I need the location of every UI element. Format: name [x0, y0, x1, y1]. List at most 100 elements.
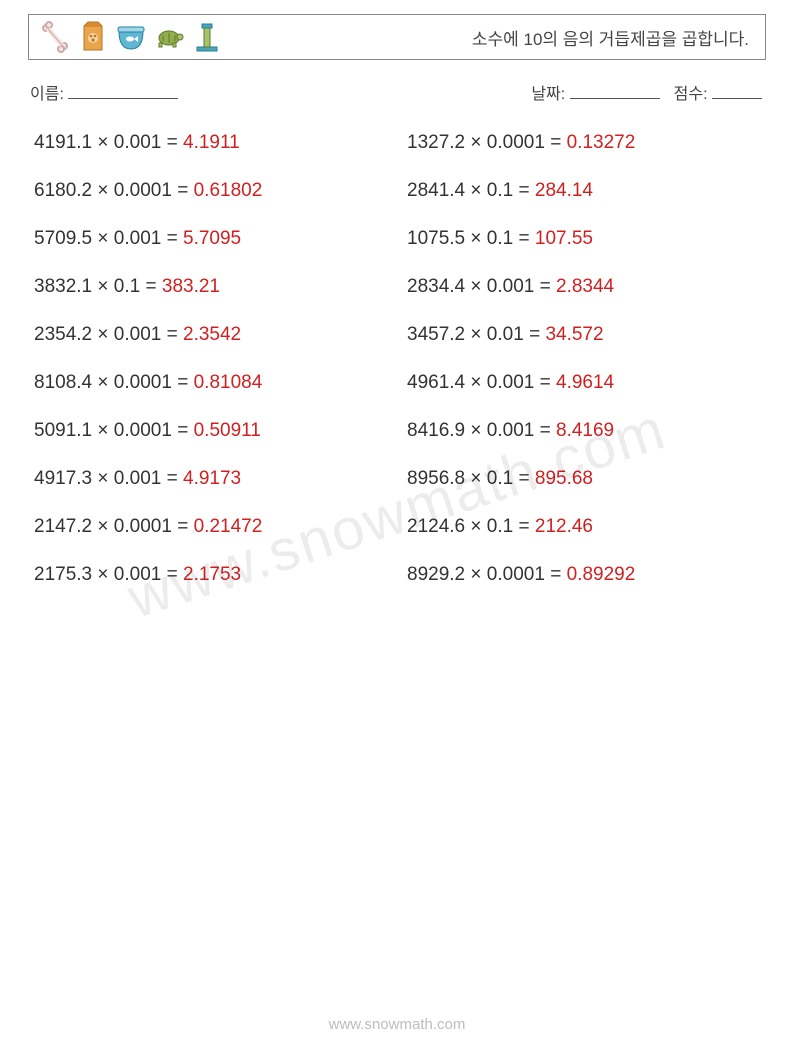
problem-row: 2175.3 × 0.001 = 2.1753	[34, 564, 387, 586]
operand-a: 3832.1	[34, 276, 92, 297]
problem-row: 8416.9 × 0.001 = 8.4169	[407, 420, 760, 442]
operand-b: 0.001	[487, 276, 535, 297]
operand-a: 1327.2	[407, 132, 465, 153]
turtle-icon	[153, 21, 185, 53]
operand-a: 4917.3	[34, 468, 92, 489]
problem-row: 8929.2 × 0.0001 = 0.89292	[407, 564, 760, 586]
problem-row: 1075.5 × 0.1 = 107.55	[407, 228, 760, 250]
operand-b: 0.001	[114, 468, 162, 489]
op-symbol: ×	[470, 180, 481, 201]
answer: 2.3542	[183, 324, 241, 345]
scratch-post-icon	[191, 21, 223, 53]
worksheet-page: 소수에 10의 음의 거듭제곱을 곱합니다. 이름: 날짜: 점수: 4191.…	[0, 0, 794, 1053]
op-symbol: ×	[97, 132, 108, 153]
operand-b: 0.1	[487, 180, 513, 201]
problem-row: 4917.3 × 0.001 = 4.9173	[34, 468, 387, 490]
operand-b: 0.0001	[487, 132, 545, 153]
problem-row: 2124.6 × 0.1 = 212.46	[407, 516, 760, 538]
operand-b: 0.0001	[114, 420, 172, 441]
operand-a: 3457.2	[407, 324, 465, 345]
name-label: 이름:	[30, 86, 64, 103]
problems-col-left: 4191.1 × 0.001 = 4.1911 6180.2 × 0.0001 =…	[34, 132, 387, 586]
operand-a: 6180.2	[34, 180, 92, 201]
eq-symbol: =	[540, 420, 551, 441]
score-blank[interactable]	[712, 82, 762, 99]
answer: 0.50911	[194, 420, 261, 441]
food-bag-icon	[77, 21, 109, 53]
answer: 284.14	[535, 180, 593, 201]
operand-a: 5709.5	[34, 228, 92, 249]
header-icons	[39, 21, 223, 53]
problem-row: 2147.2 × 0.0001 = 0.21472	[34, 516, 387, 538]
operand-b: 0.001	[114, 324, 162, 345]
operand-a: 8416.9	[407, 420, 465, 441]
answer: 895.68	[535, 468, 593, 489]
eq-symbol: =	[519, 228, 530, 249]
operand-a: 2147.2	[34, 516, 92, 537]
eq-symbol: =	[550, 132, 561, 153]
name-blank[interactable]	[68, 82, 178, 99]
eq-symbol: =	[550, 564, 561, 585]
eq-symbol: =	[177, 516, 188, 537]
op-symbol: ×	[97, 468, 108, 489]
op-symbol: ×	[470, 324, 481, 345]
meta-name: 이름:	[30, 80, 531, 104]
op-symbol: ×	[470, 372, 481, 393]
op-symbol: ×	[97, 564, 108, 585]
op-symbol: ×	[97, 324, 108, 345]
eq-symbol: =	[519, 516, 530, 537]
op-symbol: ×	[470, 516, 481, 537]
problem-row: 2841.4 × 0.1 = 284.14	[407, 180, 760, 202]
operand-b: 0.1	[487, 228, 513, 249]
op-symbol: ×	[470, 228, 481, 249]
operand-a: 2354.2	[34, 324, 92, 345]
eq-symbol: =	[167, 564, 178, 585]
answer: 5.7095	[183, 228, 241, 249]
header-box: 소수에 10의 음의 거듭제곱을 곱합니다.	[28, 14, 766, 60]
operand-a: 2175.3	[34, 564, 92, 585]
operand-b: 0.001	[114, 228, 162, 249]
problems-col-right: 1327.2 × 0.0001 = 0.13272 2841.4 × 0.1 = …	[407, 132, 760, 586]
operand-a: 4191.1	[34, 132, 92, 153]
meta-score: 점수:	[674, 80, 762, 104]
operand-a: 5091.1	[34, 420, 92, 441]
score-label: 점수:	[674, 86, 708, 103]
problem-row: 2354.2 × 0.001 = 2.3542	[34, 324, 387, 346]
answer: 107.55	[535, 228, 593, 249]
problem-row: 6180.2 × 0.0001 = 0.61802	[34, 180, 387, 202]
problem-row: 8108.4 × 0.0001 = 0.81084	[34, 372, 387, 394]
bone-icon	[39, 21, 71, 53]
problem-row: 8956.8 × 0.1 = 895.68	[407, 468, 760, 490]
eq-symbol: =	[529, 324, 540, 345]
eq-symbol: =	[177, 180, 188, 201]
date-blank[interactable]	[570, 82, 660, 99]
op-symbol: ×	[470, 468, 481, 489]
date-label: 날짜:	[531, 86, 565, 103]
eq-symbol: =	[540, 372, 551, 393]
problem-row: 3832.1 × 0.1 = 383.21	[34, 276, 387, 298]
op-symbol: ×	[97, 516, 108, 537]
eq-symbol: =	[519, 180, 530, 201]
answer: 4.9614	[556, 372, 614, 393]
problem-row: 5091.1 × 0.0001 = 0.50911	[34, 420, 387, 442]
answer: 0.13272	[567, 132, 636, 153]
operand-b: 0.0001	[114, 372, 172, 393]
problem-row: 4191.1 × 0.001 = 4.1911	[34, 132, 387, 154]
op-symbol: ×	[97, 276, 108, 297]
problem-row: 4961.4 × 0.001 = 4.9614	[407, 372, 760, 394]
operand-a: 2124.6	[407, 516, 465, 537]
op-symbol: ×	[97, 180, 108, 201]
eq-symbol: =	[167, 132, 178, 153]
problems-area: 4191.1 × 0.001 = 4.1911 6180.2 × 0.0001 =…	[28, 132, 766, 586]
operand-b: 0.1	[487, 468, 513, 489]
worksheet-title: 소수에 10의 음의 거듭제곱을 곱합니다.	[472, 25, 755, 50]
answer: 0.61802	[194, 180, 263, 201]
problem-row: 3457.2 × 0.01 = 34.572	[407, 324, 760, 346]
answer: 2.8344	[556, 276, 614, 297]
operand-b: 0.001	[114, 132, 162, 153]
meta-date: 날짜:	[531, 80, 659, 104]
op-symbol: ×	[470, 276, 481, 297]
answer: 0.89292	[567, 564, 636, 585]
operand-a: 2841.4	[407, 180, 465, 201]
answer: 4.1911	[183, 132, 240, 153]
